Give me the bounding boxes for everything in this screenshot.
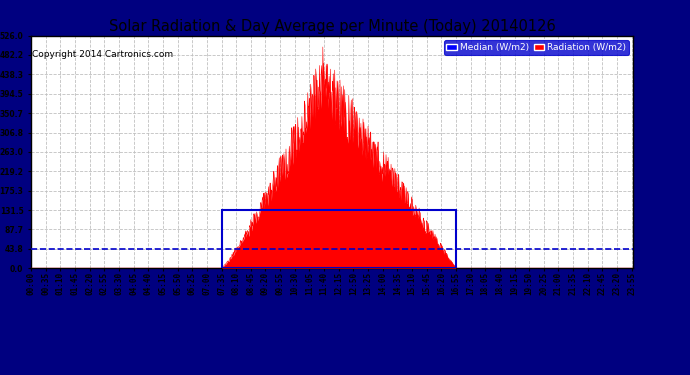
Bar <box>221 210 456 268</box>
Title: Solar Radiation & Day Average per Minute (Today) 20140126: Solar Radiation & Day Average per Minute… <box>109 20 555 34</box>
Legend: Median (W/m2), Radiation (W/m2): Median (W/m2), Radiation (W/m2) <box>444 40 629 54</box>
Text: Copyright 2014 Cartronics.com: Copyright 2014 Cartronics.com <box>32 50 173 58</box>
